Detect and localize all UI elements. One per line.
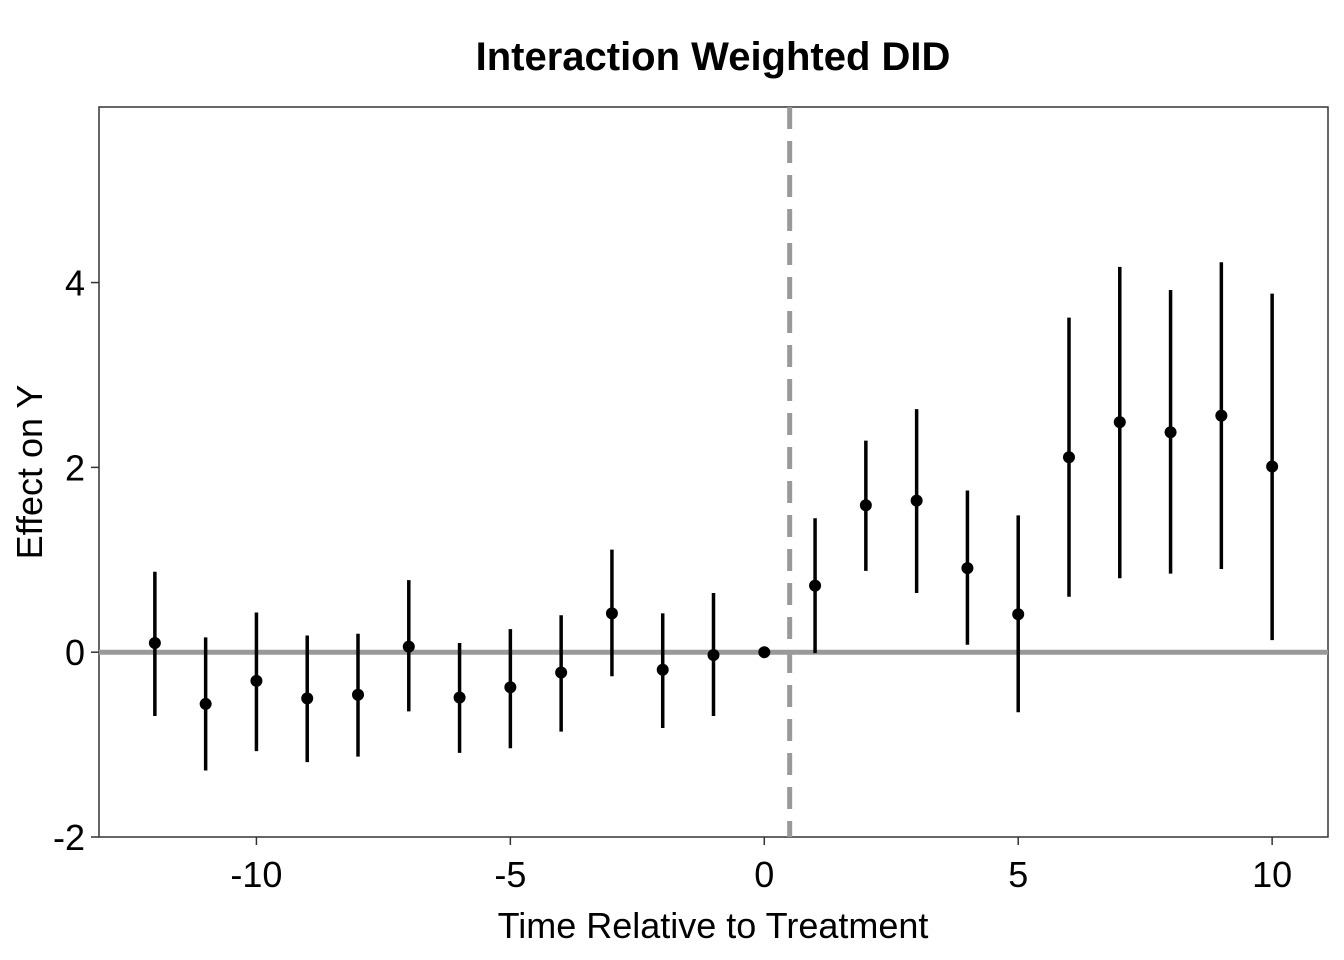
data-point — [402, 640, 415, 653]
x-axis: -10 -5 0 5 10 — [230, 837, 1292, 895]
data-point — [758, 646, 771, 659]
data-point — [809, 579, 822, 592]
data-point — [1012, 608, 1025, 621]
data-point — [656, 663, 669, 676]
x-tick-label: 0 — [754, 854, 774, 895]
data-point — [504, 681, 517, 694]
data-marks — [148, 262, 1279, 771]
data-point — [148, 636, 161, 649]
x-tick-label: -5 — [494, 854, 526, 895]
x-tick-label: -10 — [230, 854, 282, 895]
data-point — [250, 674, 263, 687]
data-point — [352, 688, 365, 701]
y-axis-title: Effect on Y — [9, 385, 50, 560]
data-point — [1062, 451, 1075, 464]
data-point — [1266, 460, 1279, 473]
y-axis: -2 0 2 4 — [53, 263, 99, 858]
data-point — [453, 691, 466, 704]
data-point — [961, 562, 974, 575]
data-point — [910, 494, 923, 507]
data-point — [859, 499, 872, 512]
plot-panel — [98, 106, 1329, 838]
data-point — [199, 697, 212, 710]
y-tick-label: 0 — [65, 632, 85, 673]
data-point — [707, 648, 720, 661]
data-point — [605, 607, 618, 620]
y-tick-label: -2 — [53, 817, 85, 858]
data-point — [1164, 426, 1177, 439]
data-point — [1113, 416, 1126, 429]
x-tick-label: 5 — [1008, 854, 1028, 895]
x-axis-title: Time Relative to Treatment — [498, 905, 929, 946]
x-tick-label: 10 — [1252, 854, 1292, 895]
data-point — [555, 666, 568, 679]
y-tick-label: 4 — [65, 263, 85, 304]
data-point — [301, 692, 314, 705]
y-tick-label: 2 — [65, 447, 85, 488]
data-point — [1215, 409, 1228, 422]
chart-title: Interaction Weighted DID — [476, 35, 951, 79]
